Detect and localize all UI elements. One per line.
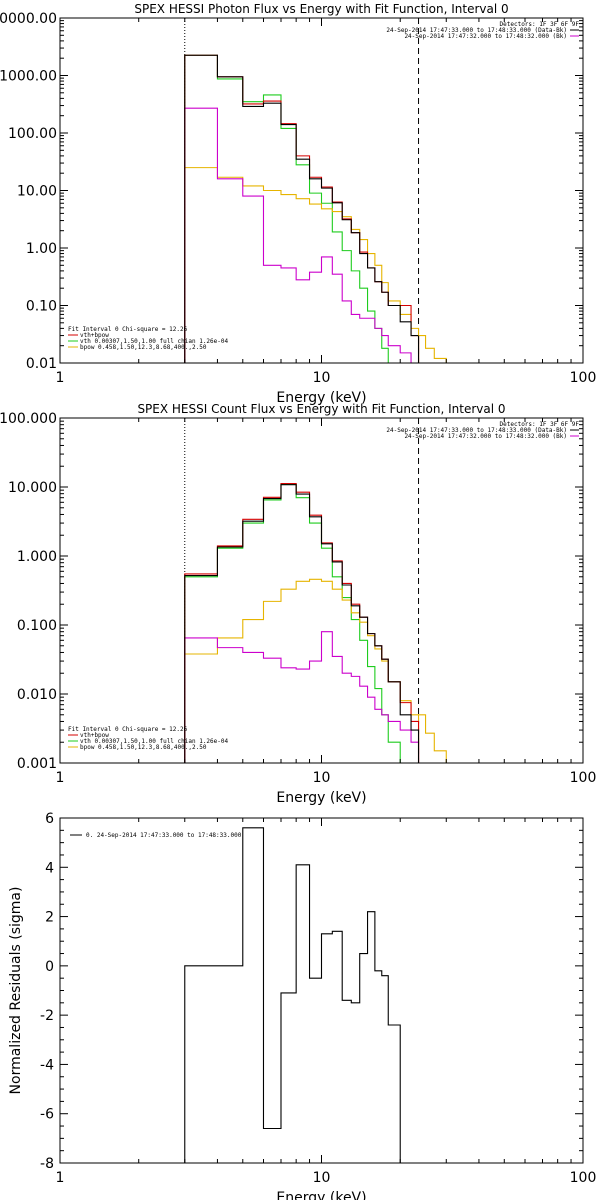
legend-item: vth 0.00307,1.50,1.00 full chian 1.26e-0… xyxy=(80,738,228,745)
y-tick-label: 2 xyxy=(45,910,54,926)
y-tick-label: 4 xyxy=(45,860,54,876)
y-tick-label: 0.001 xyxy=(17,756,57,772)
legend-item: bpow 0.458,1.50,12.3,8.68,400.,2.50 xyxy=(80,744,207,751)
y-tick-label: 0 xyxy=(45,959,54,975)
y-tick-label: 0.100 xyxy=(17,618,57,634)
detectors-label: Detectors: 1F 3F 6F 9F xyxy=(500,421,580,428)
legend-header: Fit Interval 0 Chi-square = 12.26 xyxy=(68,326,188,333)
y-tick-label: 100.000 xyxy=(0,411,57,427)
x-tick-label: 100 xyxy=(570,770,597,786)
series-bpow-tail-line xyxy=(418,714,447,763)
x-tick-label: 1 xyxy=(56,770,65,786)
background-interval-label: 24-Sep-2014 17:47:32.000 to 17:48:32.000… xyxy=(404,433,567,440)
y-tick-label: -4 xyxy=(40,1057,54,1073)
x-tick-label: 10 xyxy=(313,770,331,786)
legend-item: bpow 0.458,1.50,12.3,8.68,400.,2.50 xyxy=(80,344,207,351)
legend-header: Fit Interval 0 Chi-square = 12.26 xyxy=(68,726,188,733)
y-tick-label: 0.010 xyxy=(17,687,57,703)
chart-panel-2: 1 10 100 Energy (keV) 0.001 0.010 0.100 1.000 10… xyxy=(0,402,596,806)
y-tick-label: -8 xyxy=(40,1156,54,1172)
chart-title: SPEX HESSI Count Flux vs Energy with Fit… xyxy=(137,402,505,416)
x-tick-label: 1 xyxy=(56,1170,65,1186)
plot-frame xyxy=(59,417,584,764)
y-tick-label: -6 xyxy=(40,1107,54,1123)
series-vth-line xyxy=(184,483,419,764)
series-vth-line xyxy=(184,54,419,364)
data-interval-label: 24-Sep-2014 17:47:33.000 to 17:48:33.000… xyxy=(386,27,567,34)
y-tick-label: 1.000 xyxy=(17,549,57,565)
y-tick-label: 10.000 xyxy=(8,480,57,496)
chart-panel-1: 1 10 100 Energy (keV) 0.01 0.10 1.00 10.00 100.0… xyxy=(0,2,596,406)
y-tick-label: 6 xyxy=(45,811,54,827)
series-total-line xyxy=(184,484,420,763)
legend-item: vth+bpow xyxy=(80,732,109,739)
y-axis-label: Normalized Residuals (sigma) xyxy=(8,887,24,1095)
legend-item: vth+bpow xyxy=(80,332,109,339)
legend-item: 0. 24-Sep-2014 17:47:33.000 to 17:48:33.… xyxy=(86,832,242,839)
x-tick-label: 1 xyxy=(56,370,65,386)
chart-panel-3: 1 10 100 Energy (keV) -8 -6 -4 -2 0 2 4 6 Normalized… xyxy=(8,811,596,1200)
series-residuals-line xyxy=(184,827,419,1164)
x-tick-label: 100 xyxy=(570,370,597,386)
plot-frame xyxy=(59,17,584,364)
x-tick-label: 10 xyxy=(313,370,331,386)
x-tick-label: 10 xyxy=(313,1170,331,1186)
x-axis-label: Energy (keV) xyxy=(276,1190,366,1200)
series-bpow-line xyxy=(184,167,420,363)
y-tick-label: 100.00 xyxy=(8,126,57,142)
series-vth-bpow-line xyxy=(184,483,420,763)
background-interval-label: 24-Sep-2014 17:47:32.000 to 17:48:32.000… xyxy=(404,33,567,40)
y-tick-label: -2 xyxy=(40,1008,54,1024)
series-bpow-tail-line xyxy=(418,335,447,363)
x-axis-label: Energy (keV) xyxy=(276,790,366,806)
series-bpow-line xyxy=(184,578,420,763)
y-tick-label: 1.00 xyxy=(26,241,57,257)
y-tick-label: 1000.00 xyxy=(0,69,57,85)
series-vth-bpow-line xyxy=(184,54,420,363)
plot-frame xyxy=(59,817,584,1164)
y-tick-label: 10.00 xyxy=(17,184,57,200)
legend-item: vth 0.00307,1.50,1.00 full chian 1.26e-0… xyxy=(80,338,228,345)
y-tick-label: 0.01 xyxy=(26,356,57,372)
y-tick-label: 0.10 xyxy=(26,299,57,315)
series-bk-line xyxy=(184,107,419,364)
detectors-label: Detectors: 1F 3F 6F 9F xyxy=(500,21,580,28)
y-tick-label: 10000.00 xyxy=(0,11,57,27)
series-bk-line xyxy=(184,631,420,763)
chart-title: SPEX HESSI Photon Flux vs Energy with Fi… xyxy=(134,2,508,16)
x-axis-label: Energy (keV) xyxy=(276,390,366,406)
data-interval-label: 24-Sep-2014 17:47:33.000 to 17:48:33.000… xyxy=(386,427,567,434)
x-tick-label: 100 xyxy=(570,1170,597,1186)
series-total-line xyxy=(184,54,420,363)
